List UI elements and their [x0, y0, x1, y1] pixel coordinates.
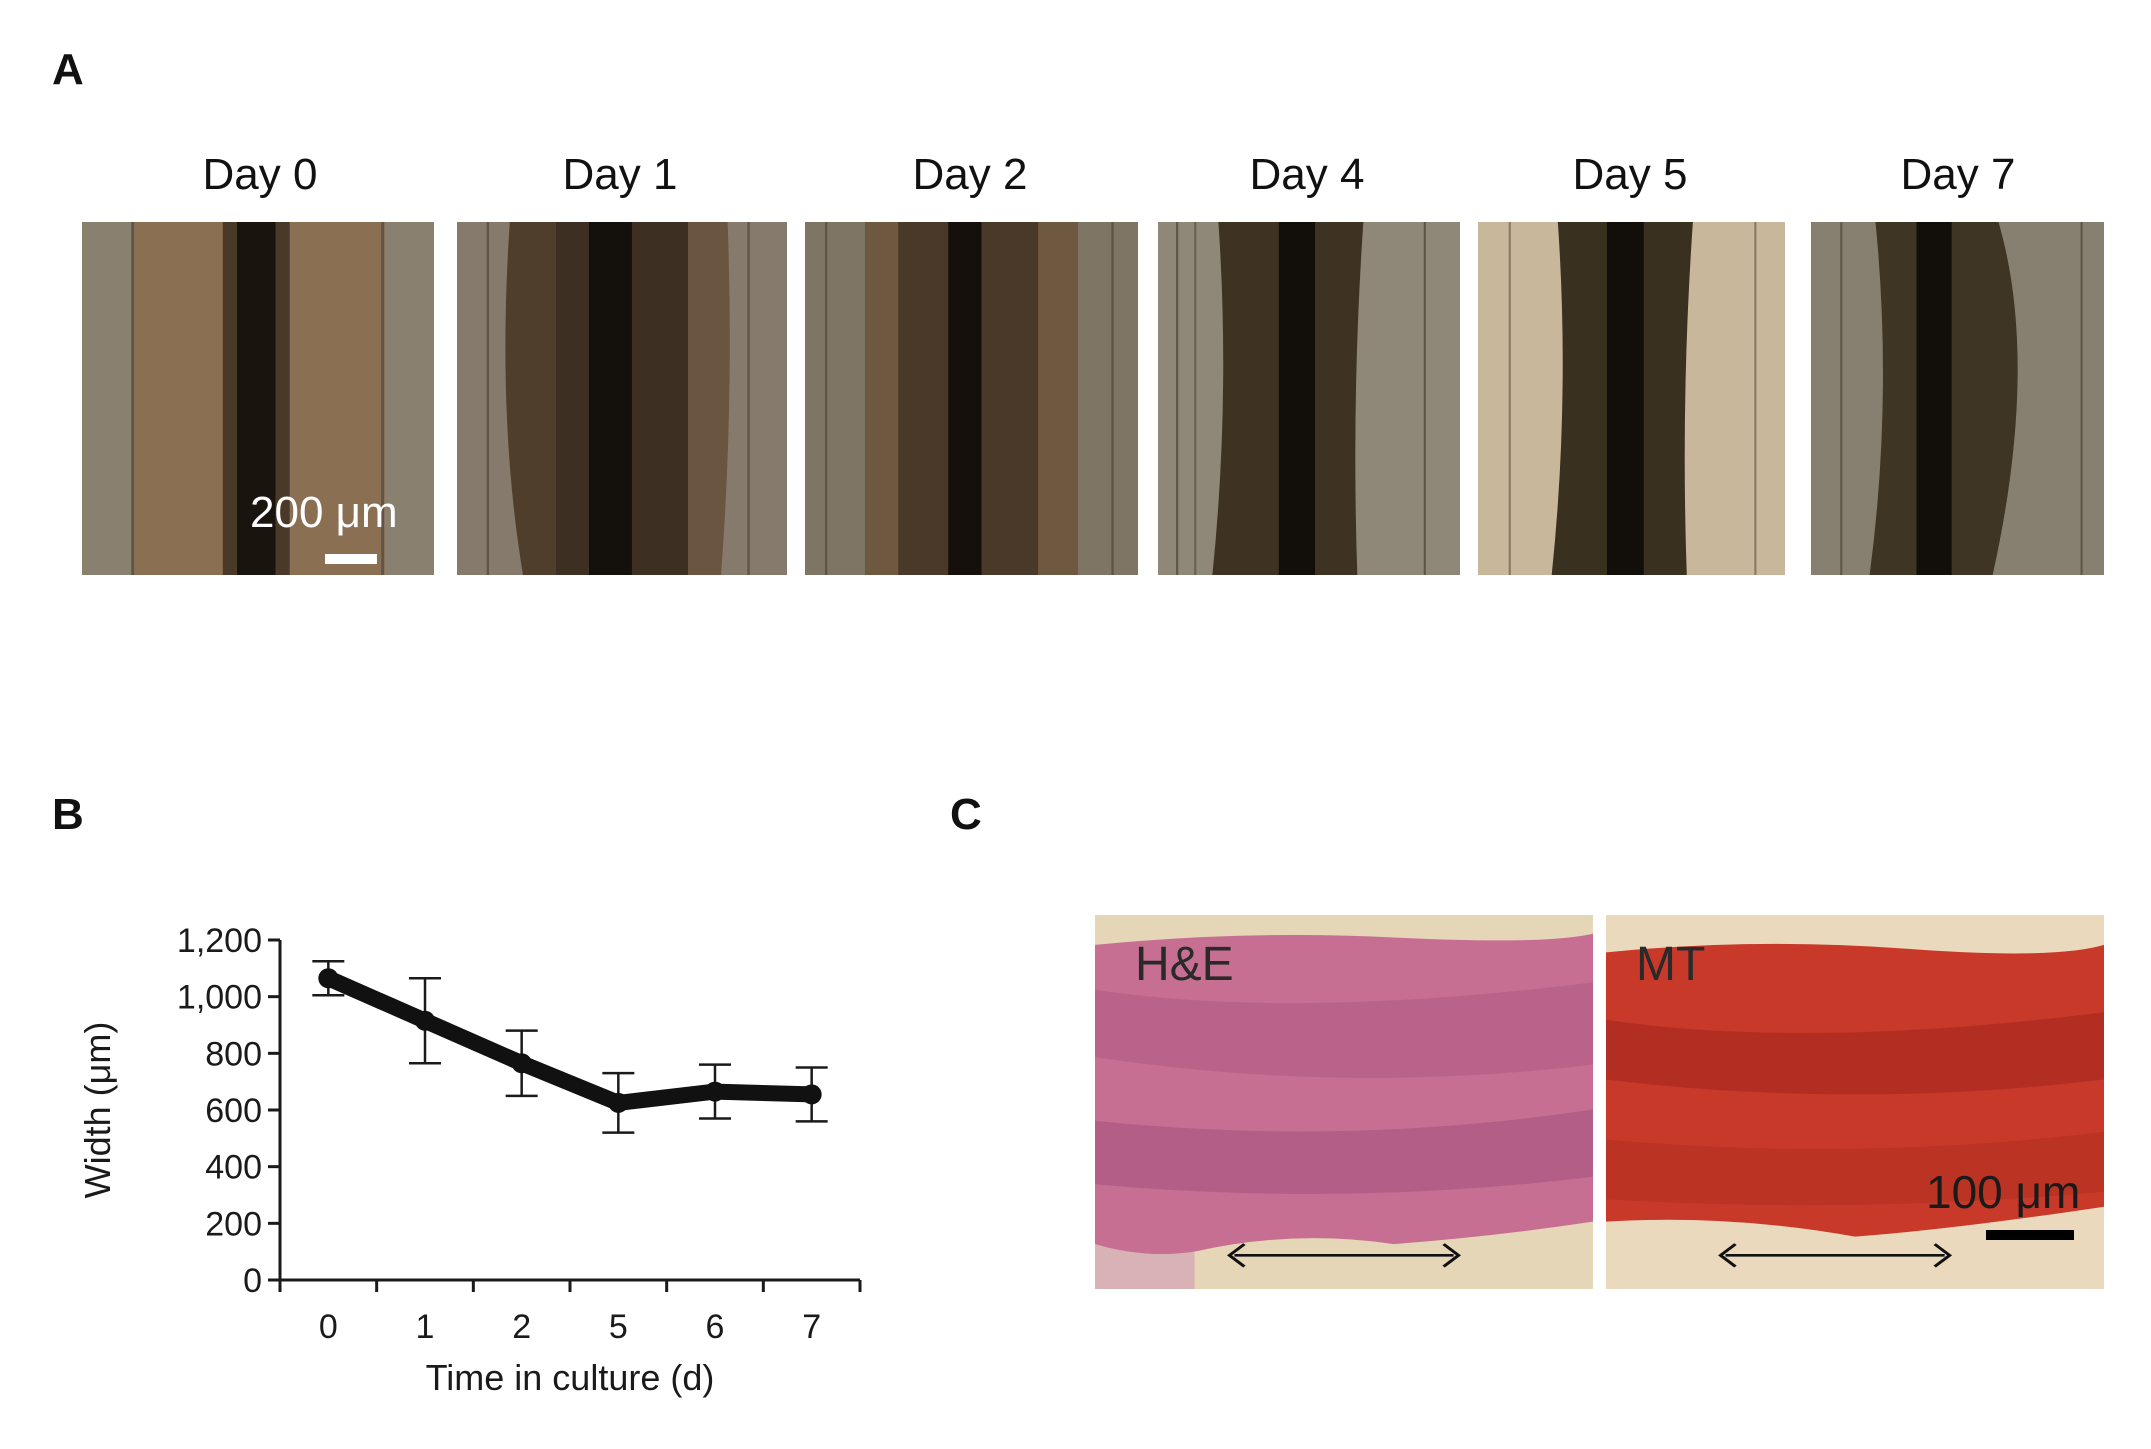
- micrograph-day-2: [805, 222, 1138, 575]
- series-line: [318, 968, 822, 1113]
- day-label-0: Day 0: [202, 150, 318, 199]
- width-chart: 0 200 400 600 800 1,000 1,200 0 1 2 5 6 7 Width (μm…: [80, 922, 862, 1398]
- x-tick-label: 2: [512, 1308, 531, 1346]
- panel-b-letter: B: [52, 790, 84, 839]
- y-axis: 0 200 400 600 800 1,000 1,200: [177, 922, 282, 1300]
- histology-he: H&E: [1095, 915, 1593, 1289]
- y-tick-label: 1,000: [177, 979, 262, 1017]
- micrograph-day-5: [1478, 222, 1785, 575]
- y-axis-label: Width (μm): [80, 1022, 118, 1199]
- micrograph-day-1: [457, 222, 787, 575]
- day-label-5: Day 5: [1572, 150, 1688, 199]
- data-point: [608, 1092, 629, 1113]
- he-label: H&E: [1135, 938, 1234, 991]
- x-axis-label: Time in culture (d): [426, 1357, 715, 1398]
- y-tick-label: 1,200: [177, 922, 262, 960]
- scale-bar-label-a: 200 μm: [250, 488, 398, 537]
- data-point: [318, 968, 339, 989]
- mt-label: MT: [1636, 938, 1706, 991]
- data-point: [801, 1084, 822, 1105]
- data-point: [415, 1010, 435, 1031]
- data-point: [511, 1053, 532, 1074]
- x-tick-label: 6: [706, 1308, 725, 1346]
- day-label-1: Day 1: [562, 150, 678, 199]
- x-tick-label: 7: [802, 1308, 821, 1346]
- scale-bar-c: [1986, 1230, 2074, 1240]
- micrograph-day-7: [1811, 222, 2104, 575]
- series-polyline: [320, 970, 820, 1111]
- scale-bar-a: [325, 554, 377, 564]
- x-axis: 0 1 2 5 6 7: [278, 1278, 862, 1346]
- x-tick-label: 1: [416, 1308, 435, 1346]
- micrograph-day-4: [1158, 222, 1460, 575]
- y-tick-label: 400: [205, 1149, 262, 1187]
- data-point: [705, 1081, 725, 1102]
- panel-c-letter: C: [950, 790, 982, 839]
- y-tick-label: 200: [205, 1205, 262, 1243]
- x-tick-label: 5: [609, 1308, 628, 1346]
- y-tick-label: 0: [243, 1262, 262, 1300]
- histology-mt: MT 100 μm: [1606, 915, 2104, 1289]
- y-tick-label: 800: [205, 1035, 262, 1073]
- x-tick-label: 0: [319, 1308, 338, 1346]
- day-label-2: Day 2: [912, 150, 1028, 199]
- error-bars: [312, 960, 828, 1134]
- panel-a-letter: A: [52, 45, 84, 94]
- day-label-4: Day 4: [1249, 150, 1365, 199]
- y-tick-label: 600: [205, 1092, 262, 1130]
- micrograph-day-0: [82, 222, 434, 575]
- day-label-7: Day 7: [1900, 150, 2016, 199]
- scale-bar-label-c: 100 μm: [1926, 1166, 2081, 1218]
